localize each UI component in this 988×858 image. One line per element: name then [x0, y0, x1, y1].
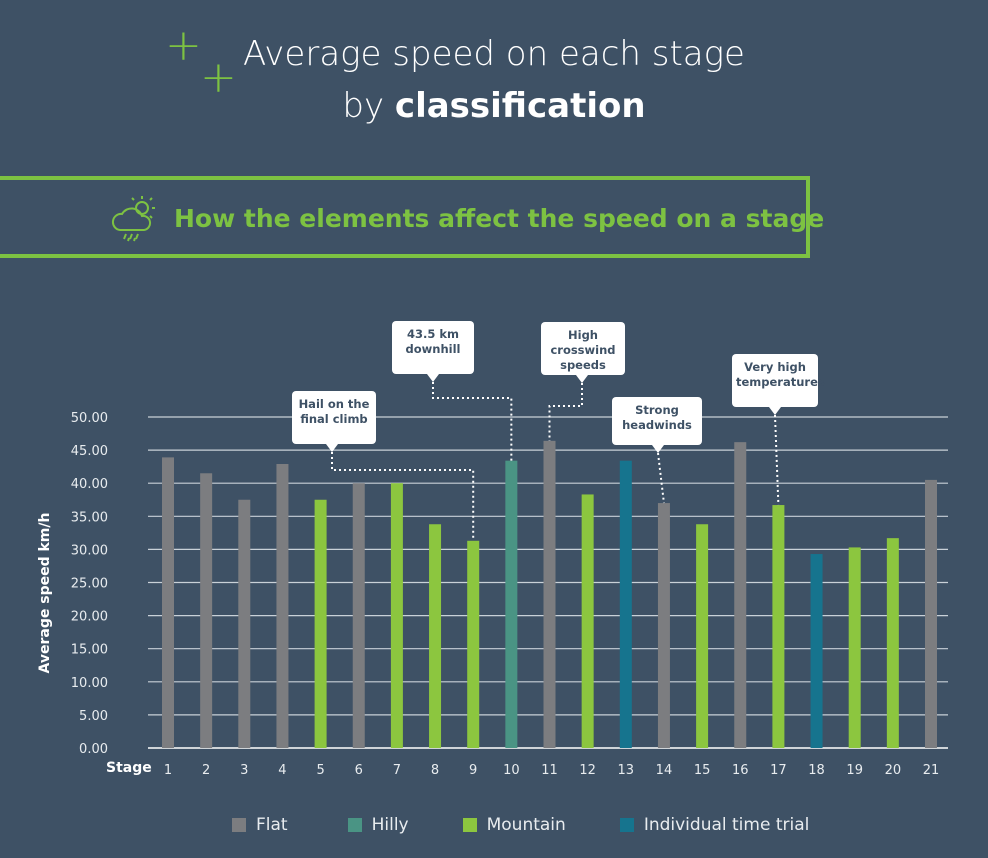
- x-tick-label: 11: [541, 763, 558, 778]
- callout-pointer: [326, 444, 338, 452]
- callout-connector: [432, 382, 513, 461]
- x-tick-label: 21: [923, 763, 940, 778]
- x-tick-label: 3: [240, 763, 248, 778]
- x-tick-label: 5: [316, 763, 324, 778]
- x-tick-label: 20: [885, 763, 902, 778]
- section-banner: [0, 176, 810, 258]
- callout-box: Very high temperatures: [732, 354, 825, 407]
- plus-decoration-icon: +: [200, 52, 237, 103]
- y-tick-label: 20.00: [71, 610, 108, 625]
- callout-box: 43.5 km downhill: [392, 321, 474, 374]
- page-title: Average speed on each stage by classific…: [0, 28, 988, 132]
- y-tick-label: 45.00: [71, 444, 108, 459]
- bar-stage-9: [467, 540, 480, 748]
- x-tick-label: 6: [355, 763, 363, 778]
- y-tick-label: 15.00: [71, 643, 108, 658]
- legend-flat: Flat: [256, 815, 288, 835]
- y-tick-label: 25.00: [71, 577, 108, 592]
- bar-stage-1: [162, 457, 174, 748]
- bar-stage-10: [505, 460, 518, 748]
- legend-swatch-mountain: [462, 818, 477, 832]
- x-tick-label: 9: [469, 763, 477, 778]
- bar-stage-4: [276, 464, 289, 748]
- x-tick-label: 12: [579, 763, 596, 778]
- bar-stage-6: [352, 483, 365, 748]
- bar-stage-11: [543, 440, 556, 748]
- title-line1: Average speed on each stage: [243, 34, 745, 74]
- legend-swatch-hilly: [347, 818, 362, 832]
- bar-stage-21: [925, 479, 937, 748]
- bar-stage-18: [810, 554, 823, 748]
- legend-itt: Individual time trial: [643, 815, 810, 835]
- bar-stage-15: [696, 524, 709, 748]
- x-tick-label: 16: [732, 763, 749, 778]
- x-tick-label: 14: [656, 763, 673, 778]
- bar-stage-17: [772, 505, 785, 748]
- legend-hilly: Hilly: [371, 815, 409, 835]
- bar-stage-13: [619, 460, 632, 748]
- callout-connector: [657, 452, 665, 504]
- y-tick-label: 35.00: [71, 510, 108, 525]
- x-tick-label: 18: [808, 763, 825, 778]
- bar-stage-20: [886, 538, 899, 748]
- x-tick-label: 4: [278, 763, 286, 778]
- bar-stage-7: [390, 483, 403, 748]
- callout-pointer: [576, 375, 588, 383]
- bar-stage-16: [734, 442, 747, 748]
- callout-connector: [548, 383, 583, 441]
- legend-swatch-itt: [619, 818, 634, 832]
- x-tick-label: 1: [164, 763, 172, 778]
- x-tick-label: 19: [846, 763, 863, 778]
- callout-pointer: [652, 445, 664, 453]
- x-tick-label: 7: [393, 763, 401, 778]
- callout-pointer: [769, 407, 781, 415]
- bar-stage-2: [200, 473, 213, 748]
- bar-stage-5: [314, 499, 327, 748]
- bar-stage-19: [848, 547, 861, 748]
- callout-box: Hail on the final climb: [292, 391, 376, 444]
- y-tick-label: 30.00: [71, 543, 108, 558]
- bar-stage-8: [429, 524, 442, 748]
- y-tick-label: 0.00: [79, 742, 108, 757]
- x-tick-label: 10: [503, 763, 520, 778]
- callout-pointer: [427, 374, 439, 382]
- callout-connector: [774, 414, 780, 506]
- bar-stage-14: [657, 503, 670, 748]
- bar-stage-12: [581, 494, 594, 748]
- legend: Flat Hilly Mountain Individual time tria…: [232, 815, 809, 835]
- x-tick-label: 17: [770, 763, 787, 778]
- legend-swatch-flat: [232, 818, 246, 832]
- bar-stage-3: [238, 499, 251, 748]
- y-tick-label: 10.00: [71, 676, 108, 691]
- x-tick-label: 15: [694, 763, 711, 778]
- y-tick-label: 40.00: [71, 477, 108, 492]
- plus-decoration-icon: +: [165, 20, 202, 71]
- callout-box: Strong headwinds: [612, 397, 702, 445]
- banner-title: How the elements affect the speed on a s…: [174, 204, 825, 233]
- x-axis-label: Stage: [106, 760, 152, 776]
- callout-box: High crosswind speeds: [541, 322, 625, 375]
- legend-mountain: Mountain: [486, 815, 566, 835]
- title-line2: by classification: [0, 80, 988, 132]
- x-tick-label: 8: [431, 763, 439, 778]
- title-bold: classification: [394, 86, 646, 126]
- x-tick-label: 13: [618, 763, 635, 778]
- title-prefix: by: [342, 86, 395, 126]
- y-tick-label: 5.00: [79, 709, 108, 724]
- y-tick-label: 50.00: [71, 411, 108, 426]
- weather-cloud-sun-rain-icon: [111, 196, 155, 242]
- x-tick-label: 2: [202, 763, 210, 778]
